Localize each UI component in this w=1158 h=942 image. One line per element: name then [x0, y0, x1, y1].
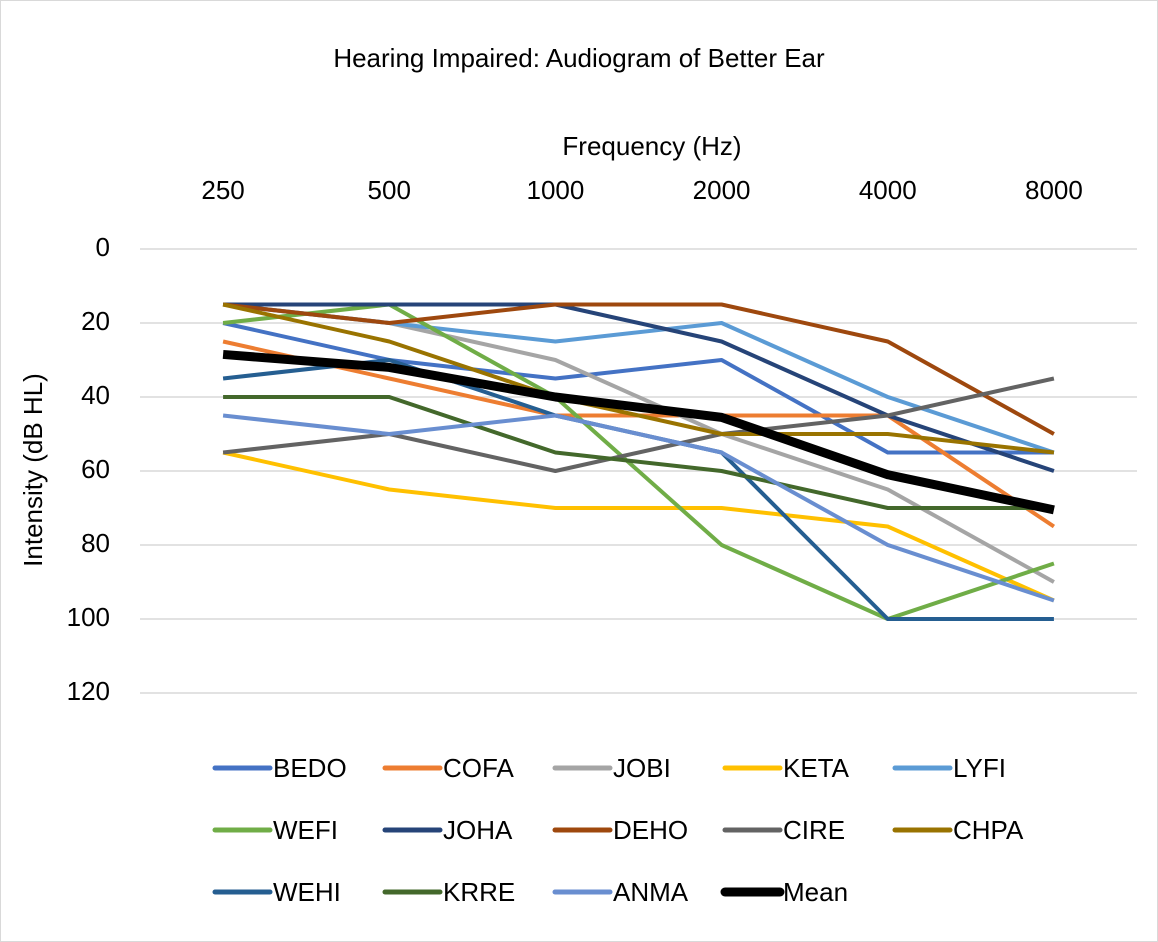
series-line	[222, 450, 1055, 603]
y-tick-label: 0	[96, 232, 110, 262]
legend-label: COFA	[443, 753, 514, 783]
series-line	[223, 395, 1054, 510]
chart-title: Hearing Impaired: Audiogram of Better Ea…	[333, 43, 825, 73]
y-tick-label: 20	[81, 306, 110, 336]
legend-label: JOHA	[443, 815, 513, 845]
series-line	[222, 413, 1055, 603]
legend-label: CIRE	[783, 815, 845, 845]
x-tick-label: 1000	[526, 175, 584, 205]
legend-label: KRRE	[443, 877, 515, 907]
legend-label: BEDO	[273, 753, 347, 783]
series-line	[222, 302, 1055, 455]
legend-label: ANMA	[613, 877, 689, 907]
y-tick-label: 120	[67, 676, 110, 706]
legend-label: KETA	[783, 753, 850, 783]
y-axis-title: Intensity (dB HL)	[18, 373, 48, 567]
y-tick-label: 40	[81, 380, 110, 410]
x-tick-label: 2000	[693, 175, 751, 205]
series-line	[223, 302, 1055, 473]
x-tick-label: 8000	[1025, 175, 1083, 205]
legend-label: LYFI	[953, 753, 1006, 783]
legend-label: Mean	[783, 877, 848, 907]
y-tick-label: 60	[81, 454, 110, 484]
series-line	[222, 302, 1055, 436]
x-axis-title: Frequency (Hz)	[562, 131, 741, 161]
x-tick-label: 250	[201, 175, 244, 205]
series-line	[222, 376, 1055, 473]
y-tick-label: 100	[67, 602, 110, 632]
x-tick-label: 500	[368, 175, 411, 205]
legend-label: WEFI	[273, 815, 338, 845]
x-tick-label: 4000	[859, 175, 917, 205]
y-tick-label: 80	[81, 528, 110, 558]
legend-label: DEHO	[613, 815, 688, 845]
legend-label: JOBI	[613, 753, 671, 783]
series-line	[222, 349, 1055, 515]
series-line	[222, 302, 1055, 621]
series-line	[222, 321, 1054, 455]
legend-label: CHPA	[953, 815, 1024, 845]
legend-label: WEHI	[273, 877, 341, 907]
